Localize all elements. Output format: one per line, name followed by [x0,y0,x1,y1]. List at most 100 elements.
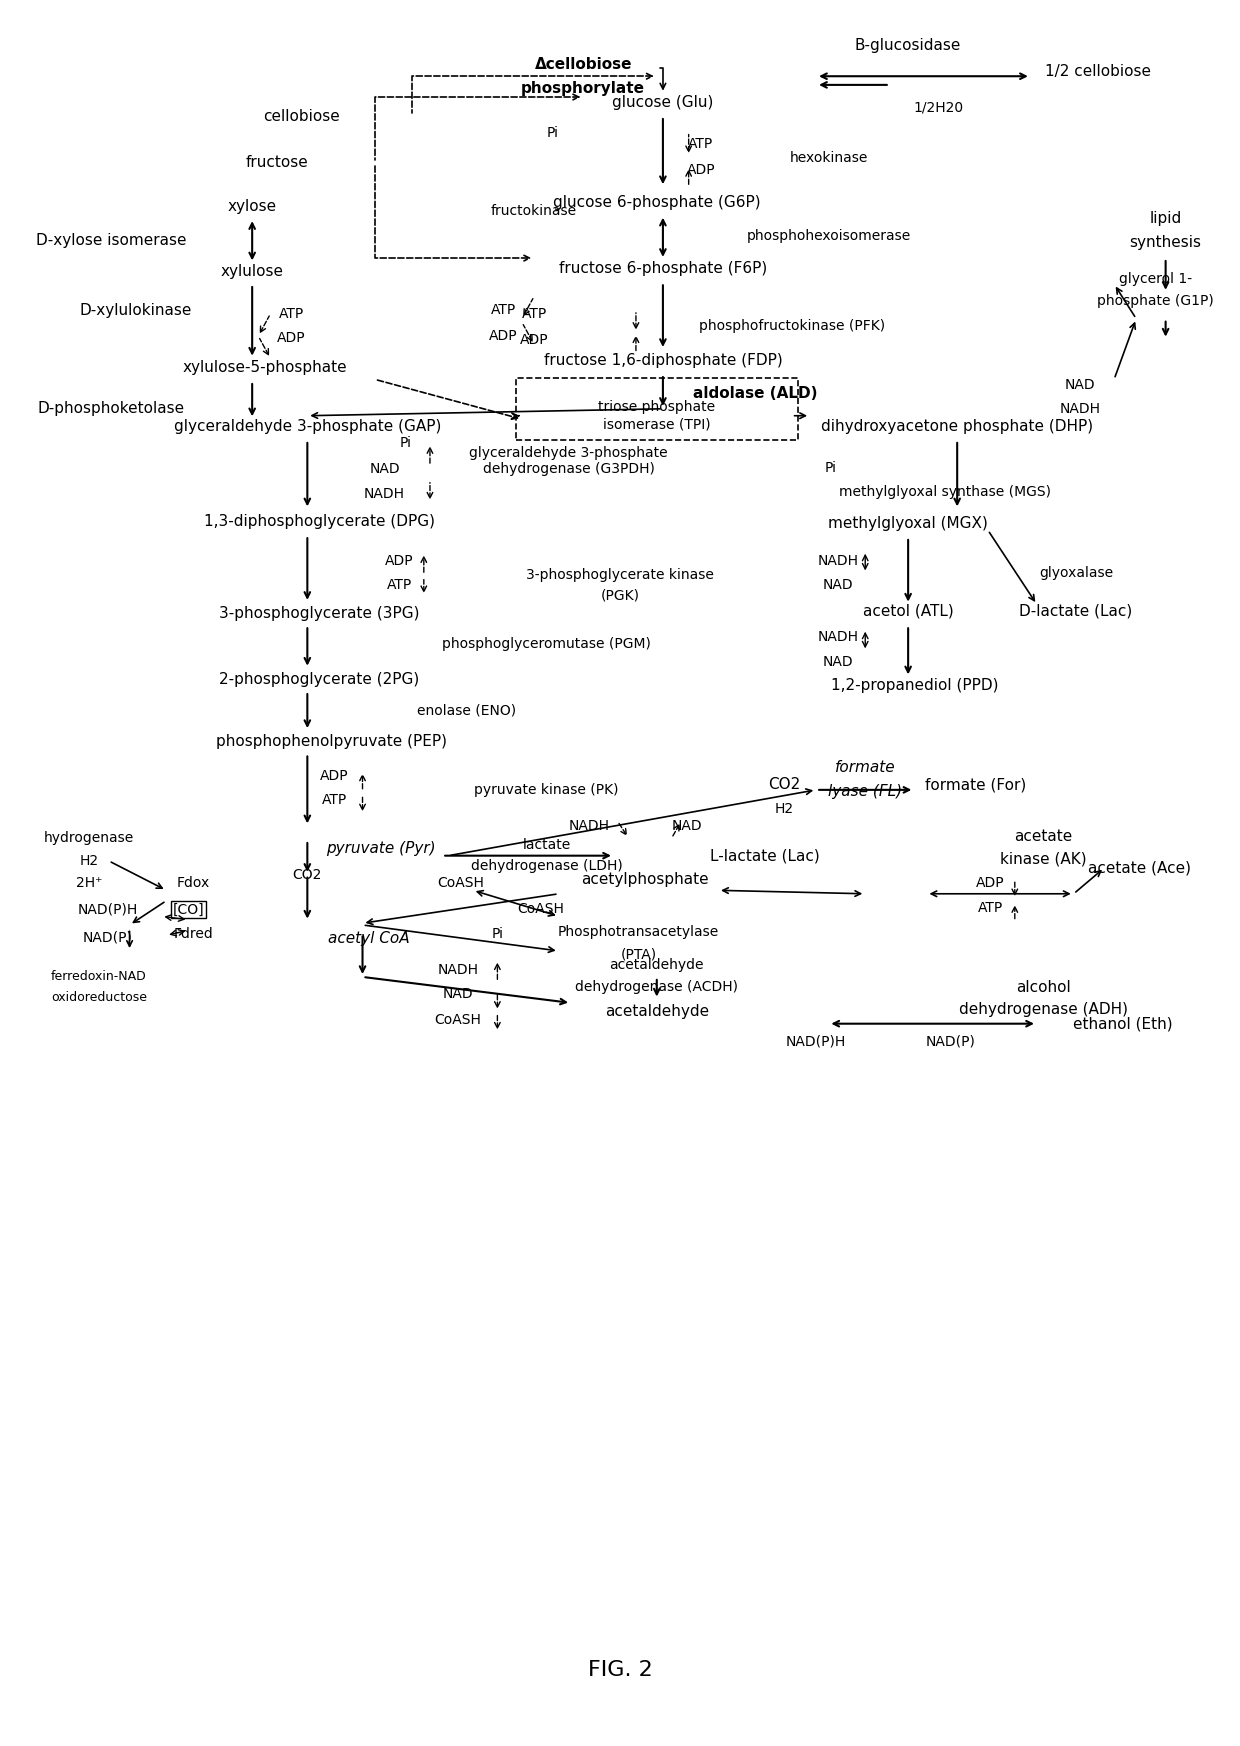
Text: fructose: fructose [246,155,308,171]
Text: 1,3-diphosphoglycerate (DPG): 1,3-diphosphoglycerate (DPG) [205,513,435,529]
Text: NAD(P)H: NAD(P)H [786,1034,847,1048]
Text: CoASH: CoASH [438,876,484,890]
Text: dehydrogenase (ADH): dehydrogenase (ADH) [959,1002,1127,1018]
Text: ADP: ADP [320,768,348,782]
Text: xylulose-5-phosphate: xylulose-5-phosphate [182,360,347,375]
Text: NAD: NAD [672,819,703,833]
Text: synthesis: synthesis [1130,236,1202,250]
Text: enolase (ENO): enolase (ENO) [417,704,516,718]
Text: fructokinase: fructokinase [491,204,578,218]
Text: phosphorylate: phosphorylate [521,80,645,96]
Text: oxidoreductose: oxidoreductose [51,992,146,1004]
Text: acetylphosphate: acetylphosphate [580,873,708,887]
Text: cellobiose: cellobiose [263,108,340,124]
Text: ATP: ATP [977,901,1003,915]
Text: pyruvate kinase (PK): pyruvate kinase (PK) [474,782,619,796]
Text: phosphophenolpyruvate (PEP): phosphophenolpyruvate (PEP) [216,733,448,749]
Text: formate: formate [835,760,895,775]
Text: glucose (Glu): glucose (Glu) [613,94,713,110]
Text: glycerol 1-: glycerol 1- [1120,272,1193,286]
FancyBboxPatch shape [516,377,797,440]
Text: glucose 6-phosphate (G6P): glucose 6-phosphate (G6P) [553,196,760,210]
Text: ATP: ATP [279,307,304,321]
Text: acetate (Ace): acetate (Ace) [1089,861,1192,875]
Text: CO2: CO2 [768,777,801,793]
Text: acetol (ATL): acetol (ATL) [863,604,954,618]
Text: lactate: lactate [522,838,570,852]
Text: H2: H2 [775,801,794,815]
Text: acetate: acetate [1014,829,1073,843]
Text: 1/2 cellobiose: 1/2 cellobiose [1045,63,1151,79]
Text: lyase (FL): lyase (FL) [828,784,903,800]
Text: B-glucosidase: B-glucosidase [854,38,961,52]
Text: triose phosphate: triose phosphate [598,400,715,414]
Text: 1,2-propanediol (PPD): 1,2-propanediol (PPD) [831,679,998,693]
Text: CoASH: CoASH [517,903,564,917]
Text: L-lactate (Lac): L-lactate (Lac) [709,849,820,863]
Text: fructose 6-phosphate (F6P): fructose 6-phosphate (F6P) [559,260,768,276]
Text: 2-phosphoglycerate (2PG): 2-phosphoglycerate (2PG) [219,672,419,686]
Text: acetyl CoA: acetyl CoA [327,931,409,946]
Text: NAD(P): NAD(P) [926,1034,976,1048]
Text: isomerase (TPI): isomerase (TPI) [603,417,711,431]
Text: 2H⁺: 2H⁺ [76,876,102,890]
Text: ATP: ATP [491,304,516,318]
Text: FIG. 2: FIG. 2 [588,1660,652,1680]
Text: (PTA): (PTA) [620,948,656,962]
Text: phosphohexoisomerase: phosphohexoisomerase [746,229,910,243]
Text: phosphate (G1P): phosphate (G1P) [1097,295,1214,309]
Text: NADH: NADH [1059,402,1100,416]
Text: Δcellobiose: Δcellobiose [534,56,632,72]
Text: ADP: ADP [976,876,1004,890]
Text: dehydrogenase (ACDH): dehydrogenase (ACDH) [575,980,738,993]
Text: (PGK): (PGK) [600,588,640,602]
Text: NAD(P)H: NAD(P)H [77,903,138,917]
Text: NADH: NADH [438,964,479,978]
Text: ferredoxin-NAD: ferredoxin-NAD [51,971,146,983]
Text: Fdred: Fdred [174,927,213,941]
Text: NAD(P): NAD(P) [83,931,133,945]
Text: lipid: lipid [1149,211,1182,225]
Text: NAD: NAD [823,578,853,592]
Text: pyruvate (Pyr): pyruvate (Pyr) [326,842,435,856]
Text: NADH: NADH [569,819,610,833]
Text: Phosphotransacetylase: Phosphotransacetylase [558,925,719,939]
Text: NAD: NAD [443,986,474,1000]
Text: 3-phosphoglycerate (3PG): 3-phosphoglycerate (3PG) [219,606,420,620]
Text: acetaldehyde: acetaldehyde [610,959,704,973]
Text: CoASH: CoASH [435,1013,481,1027]
Text: Pi: Pi [825,461,837,475]
Text: H2: H2 [79,854,99,868]
Text: kinase (AK): kinase (AK) [999,852,1086,866]
Text: [CO]: [CO] [172,903,205,917]
Text: Fdox: Fdox [176,876,210,890]
Text: glyceraldehyde 3-phosphate (GAP): glyceraldehyde 3-phosphate (GAP) [174,419,441,433]
Text: ATP: ATP [688,136,713,150]
Text: aldolase (ALD): aldolase (ALD) [693,386,817,400]
Text: NAD: NAD [370,463,399,477]
Text: ADP: ADP [384,553,414,567]
Text: NADH: NADH [817,630,859,644]
Text: ADP: ADP [520,332,548,346]
Text: Pi: Pi [491,927,503,941]
Text: ATP: ATP [522,307,547,321]
Text: phosphofructokinase (PFK): phosphofructokinase (PFK) [698,320,884,333]
Text: formate (For): formate (For) [925,777,1027,793]
Text: CO2: CO2 [293,868,322,882]
Text: 3-phosphoglycerate kinase: 3-phosphoglycerate kinase [526,567,714,581]
Text: D-xylulokinase: D-xylulokinase [79,302,192,318]
Text: xylose: xylose [228,199,277,213]
Text: NAD: NAD [823,655,853,669]
Text: xylulose: xylulose [221,264,284,279]
Text: fructose 1,6-diphosphate (FDP): fructose 1,6-diphosphate (FDP) [543,353,782,368]
Text: D-xylose isomerase: D-xylose isomerase [36,234,186,248]
Text: dihydroxyacetone phosphate (DHP): dihydroxyacetone phosphate (DHP) [821,419,1094,433]
Text: acetaldehyde: acetaldehyde [605,1004,709,1020]
Text: Pi: Pi [399,436,412,450]
Text: D-phosphoketolase: D-phosphoketolase [37,402,185,416]
Text: dehydrogenase (LDH): dehydrogenase (LDH) [470,859,622,873]
Text: glyceraldehyde 3-phosphate
dehydrogenase (G3PDH): glyceraldehyde 3-phosphate dehydrogenase… [469,445,668,477]
Text: hydrogenase: hydrogenase [43,831,134,845]
Text: phosphoglyceromutase (PGM): phosphoglyceromutase (PGM) [441,637,651,651]
Text: ADP: ADP [490,328,518,342]
